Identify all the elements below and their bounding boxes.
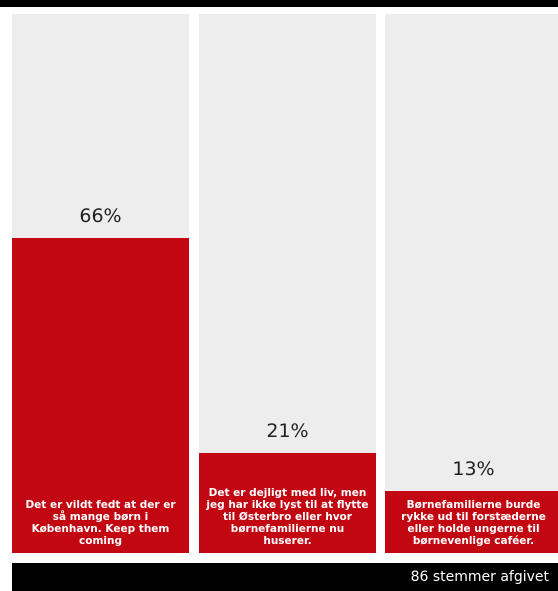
vote-count-text: 86 stemmer afgivet (410, 569, 549, 585)
top-frame-bar (0, 0, 558, 7)
poll-percentage-label: 13% (452, 458, 495, 480)
poll-percentage-label: 21% (266, 420, 309, 442)
vote-count-bar: 86 stemmer afgivet (12, 563, 558, 591)
poll-bar (199, 453, 376, 553)
poll-option-column: 21% Det er dejligt med liv, men jeg har i… (199, 14, 376, 553)
poll-bar (12, 238, 189, 553)
poll-option-label: Børnefamilierne burde rykke ud til forst… (401, 499, 546, 547)
poll-option-label: Det er vildt fedt at der er så mange bør… (25, 499, 176, 547)
poll-option-column: 13% Børnefamilierne burde rykke ud til fo… (385, 14, 558, 553)
poll-option-label: Det er dejligt med liv, men jeg har ikke… (206, 487, 369, 547)
poll-option-column: 66% Det er vildt fedt at der er så mange … (12, 14, 189, 553)
poll-percentage-label: 66% (79, 205, 122, 227)
poll-bar (385, 491, 558, 553)
